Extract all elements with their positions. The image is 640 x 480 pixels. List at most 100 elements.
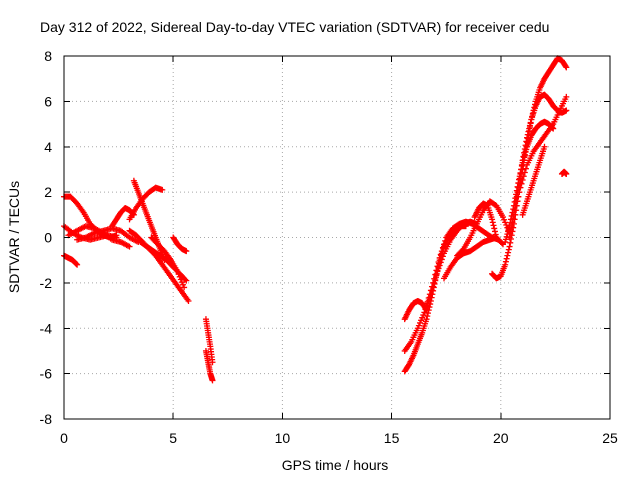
data-point [183, 277, 190, 284]
data-point [522, 165, 529, 172]
data-point [435, 259, 442, 266]
series-arc4 [65, 223, 133, 250]
series-arc9 [126, 227, 192, 305]
data-point [563, 170, 570, 177]
series-arc12 [170, 234, 190, 255]
y-tick-label: -6 [40, 366, 53, 382]
data-point [518, 163, 525, 170]
series-arc14 [202, 347, 216, 384]
data-point [431, 275, 438, 282]
x-tick-label: 25 [602, 430, 618, 446]
data-point [422, 306, 429, 313]
data-point [441, 241, 448, 248]
data-point [514, 198, 521, 205]
data-point [511, 207, 518, 214]
data-point [517, 184, 524, 191]
data-point [424, 298, 431, 305]
data-point [562, 63, 569, 70]
y-tick-label: -8 [40, 411, 53, 427]
data-points [61, 55, 570, 384]
data-point [491, 228, 498, 235]
data-point [518, 180, 525, 187]
data-point [429, 283, 436, 290]
data-point [439, 244, 446, 251]
data-point [423, 302, 430, 309]
data-point [563, 107, 570, 114]
x-tick-label: 20 [493, 430, 509, 446]
data-point [183, 248, 190, 255]
data-point [181, 284, 188, 291]
data-point [507, 219, 514, 226]
y-axis-label: SDTVAR / TECUs [6, 181, 22, 293]
data-point [432, 271, 439, 278]
series-arc20 [454, 198, 513, 259]
data-point [515, 193, 522, 200]
data-point [434, 268, 441, 275]
data-point [489, 219, 496, 226]
data-point [506, 243, 513, 250]
data-point [520, 173, 527, 180]
data-point [459, 246, 466, 253]
series-arc11 [148, 234, 188, 291]
data-point [126, 243, 133, 250]
data-point [505, 249, 512, 256]
data-point [510, 211, 517, 218]
y-tick-label: 2 [44, 184, 52, 200]
data-point [506, 223, 513, 230]
data-point [498, 240, 505, 247]
data-point [434, 263, 441, 270]
data-point [513, 202, 520, 209]
series-arc26 [519, 143, 548, 218]
data-point [504, 252, 511, 259]
data-point [424, 313, 431, 320]
data-point [433, 267, 440, 274]
data-point [73, 260, 80, 267]
data-point [426, 291, 433, 298]
y-tick-label: 8 [44, 48, 52, 64]
data-point [425, 310, 431, 317]
data-point [502, 258, 509, 265]
data-point [515, 180, 522, 187]
data-point [423, 316, 430, 323]
series-arc3 [61, 252, 81, 268]
y-tick-label: -2 [40, 275, 53, 291]
data-point [493, 234, 500, 241]
data-point [507, 239, 514, 246]
data-point [505, 246, 512, 253]
data-point [506, 234, 513, 241]
data-point [492, 231, 499, 238]
data-point [74, 261, 81, 268]
data-point [209, 377, 216, 384]
data-point [438, 248, 445, 255]
series-arc25 [510, 93, 570, 218]
x-tick-label: 15 [384, 430, 400, 446]
series-arc5 [74, 225, 142, 246]
data-point [525, 128, 532, 135]
series-arc18 [423, 218, 502, 309]
data-point [421, 309, 428, 316]
y-tick-label: 6 [44, 93, 52, 109]
x-tick-label: 0 [60, 430, 68, 446]
data-point [490, 222, 497, 229]
grid [64, 56, 610, 419]
data-point [430, 279, 437, 286]
data-point [507, 216, 514, 223]
data-point [518, 166, 525, 173]
data-point [159, 186, 166, 193]
data-point [503, 255, 510, 262]
chart-title: Day 312 of 2022, Sidereal Day-to-day VTE… [40, 19, 549, 35]
data-point [489, 216, 496, 223]
data-point [491, 225, 498, 232]
data-point [427, 287, 434, 294]
data-point [442, 237, 449, 244]
data-point [521, 169, 528, 176]
axis-ticks [63, 55, 611, 420]
x-tick-label: 10 [275, 430, 291, 446]
data-point [516, 189, 523, 196]
data-point [436, 254, 443, 261]
data-point [437, 251, 444, 258]
x-tick-label: 5 [169, 430, 177, 446]
y-tick-label: 4 [44, 139, 52, 155]
